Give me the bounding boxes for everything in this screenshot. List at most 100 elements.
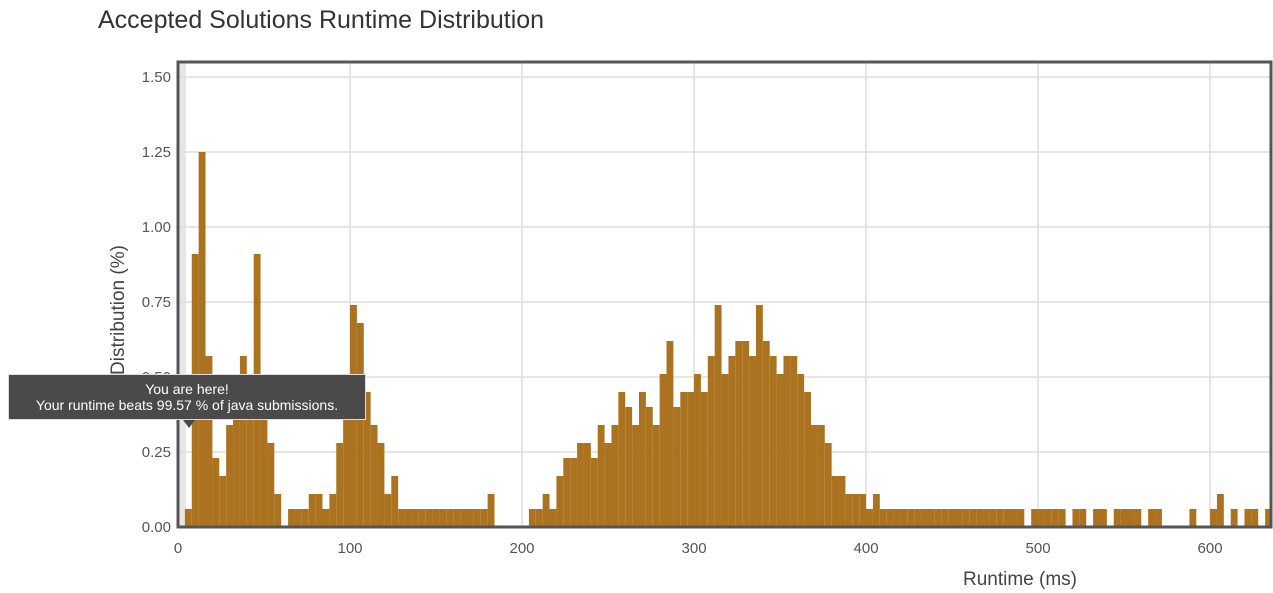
y-tick-label: 0.00 bbox=[142, 519, 171, 536]
bar bbox=[666, 341, 674, 527]
bar bbox=[343, 392, 351, 527]
bar bbox=[948, 509, 956, 527]
bar bbox=[1244, 509, 1252, 527]
bar bbox=[556, 476, 564, 527]
bar bbox=[969, 509, 977, 527]
bar bbox=[590, 458, 598, 527]
bar bbox=[1079, 509, 1087, 527]
bar bbox=[1003, 509, 1011, 527]
bar bbox=[728, 356, 736, 527]
bar bbox=[790, 356, 798, 527]
bar bbox=[769, 356, 777, 527]
bar bbox=[962, 509, 970, 527]
y-tick-label: 0.25 bbox=[142, 444, 171, 461]
bar bbox=[267, 443, 275, 527]
bar bbox=[700, 392, 708, 527]
bar bbox=[955, 509, 963, 527]
bar bbox=[1265, 509, 1272, 527]
bar bbox=[831, 476, 839, 527]
bar bbox=[1017, 509, 1025, 527]
bar bbox=[597, 425, 605, 527]
bar bbox=[996, 509, 1004, 527]
bar bbox=[460, 509, 467, 527]
plot-frame bbox=[176, 60, 1273, 529]
x-tick-label: 500 bbox=[1026, 540, 1051, 557]
bar bbox=[294, 509, 302, 527]
bar bbox=[776, 374, 784, 527]
tooltip-arrow bbox=[183, 420, 195, 428]
bar bbox=[411, 509, 419, 527]
bar bbox=[535, 509, 543, 527]
bar bbox=[583, 443, 591, 527]
bar bbox=[274, 494, 282, 527]
bar bbox=[473, 509, 481, 527]
bar bbox=[921, 509, 928, 527]
bar bbox=[384, 494, 392, 527]
tooltip-title: You are here! bbox=[145, 381, 229, 397]
bar bbox=[1148, 509, 1156, 527]
bar bbox=[673, 407, 681, 527]
bar bbox=[391, 476, 399, 527]
bar bbox=[755, 305, 763, 527]
bar bbox=[1210, 509, 1217, 527]
bar bbox=[377, 443, 385, 527]
bar bbox=[1251, 509, 1259, 527]
bar bbox=[288, 509, 295, 527]
bar bbox=[1058, 509, 1066, 527]
bar bbox=[852, 494, 860, 527]
x-tick-label: 200 bbox=[510, 540, 535, 557]
bar bbox=[432, 509, 440, 527]
bar bbox=[1189, 509, 1197, 527]
bar bbox=[205, 356, 213, 527]
bar bbox=[329, 494, 337, 527]
bar bbox=[370, 425, 378, 527]
bar bbox=[1113, 509, 1121, 527]
bar bbox=[246, 374, 254, 527]
x-tick-label: 100 bbox=[337, 540, 362, 557]
bar bbox=[735, 341, 743, 527]
bar bbox=[721, 374, 729, 527]
bar bbox=[1031, 509, 1039, 527]
bar bbox=[363, 392, 371, 527]
chart-title: Accepted Solutions Runtime Distribution bbox=[98, 6, 544, 34]
bar bbox=[1099, 509, 1107, 527]
bar bbox=[542, 494, 550, 527]
bar bbox=[418, 509, 426, 527]
bar bbox=[212, 458, 220, 527]
y-axis-label: Distribution (%) bbox=[108, 245, 129, 375]
bar bbox=[859, 494, 867, 527]
tooltip-text: Your runtime beats 99.57 % of java submi… bbox=[35, 397, 339, 413]
bar bbox=[934, 509, 942, 527]
bar bbox=[817, 425, 825, 527]
bar bbox=[872, 494, 880, 527]
bar bbox=[425, 509, 433, 527]
x-tick-label: 0 bbox=[174, 540, 182, 557]
bar bbox=[184, 509, 192, 527]
bar bbox=[1127, 509, 1135, 527]
bar bbox=[604, 443, 612, 527]
bar bbox=[783, 356, 791, 527]
bar bbox=[976, 509, 984, 527]
bar bbox=[907, 509, 915, 527]
bar bbox=[866, 509, 873, 527]
bar bbox=[315, 494, 323, 527]
bar bbox=[398, 509, 406, 527]
bar bbox=[1134, 509, 1142, 527]
bar bbox=[260, 374, 268, 527]
bar bbox=[446, 509, 454, 527]
bar bbox=[439, 509, 447, 527]
bar bbox=[487, 494, 495, 527]
bar bbox=[549, 509, 557, 527]
bar bbox=[308, 494, 316, 527]
bar bbox=[322, 509, 330, 527]
y-tick-label: 1.25 bbox=[142, 144, 171, 161]
bar bbox=[900, 509, 908, 527]
bar bbox=[611, 425, 619, 527]
bar bbox=[336, 443, 344, 527]
bar bbox=[1093, 509, 1100, 527]
bar bbox=[405, 509, 412, 527]
bar bbox=[1216, 494, 1224, 527]
bar bbox=[886, 509, 894, 527]
bar bbox=[762, 341, 770, 527]
